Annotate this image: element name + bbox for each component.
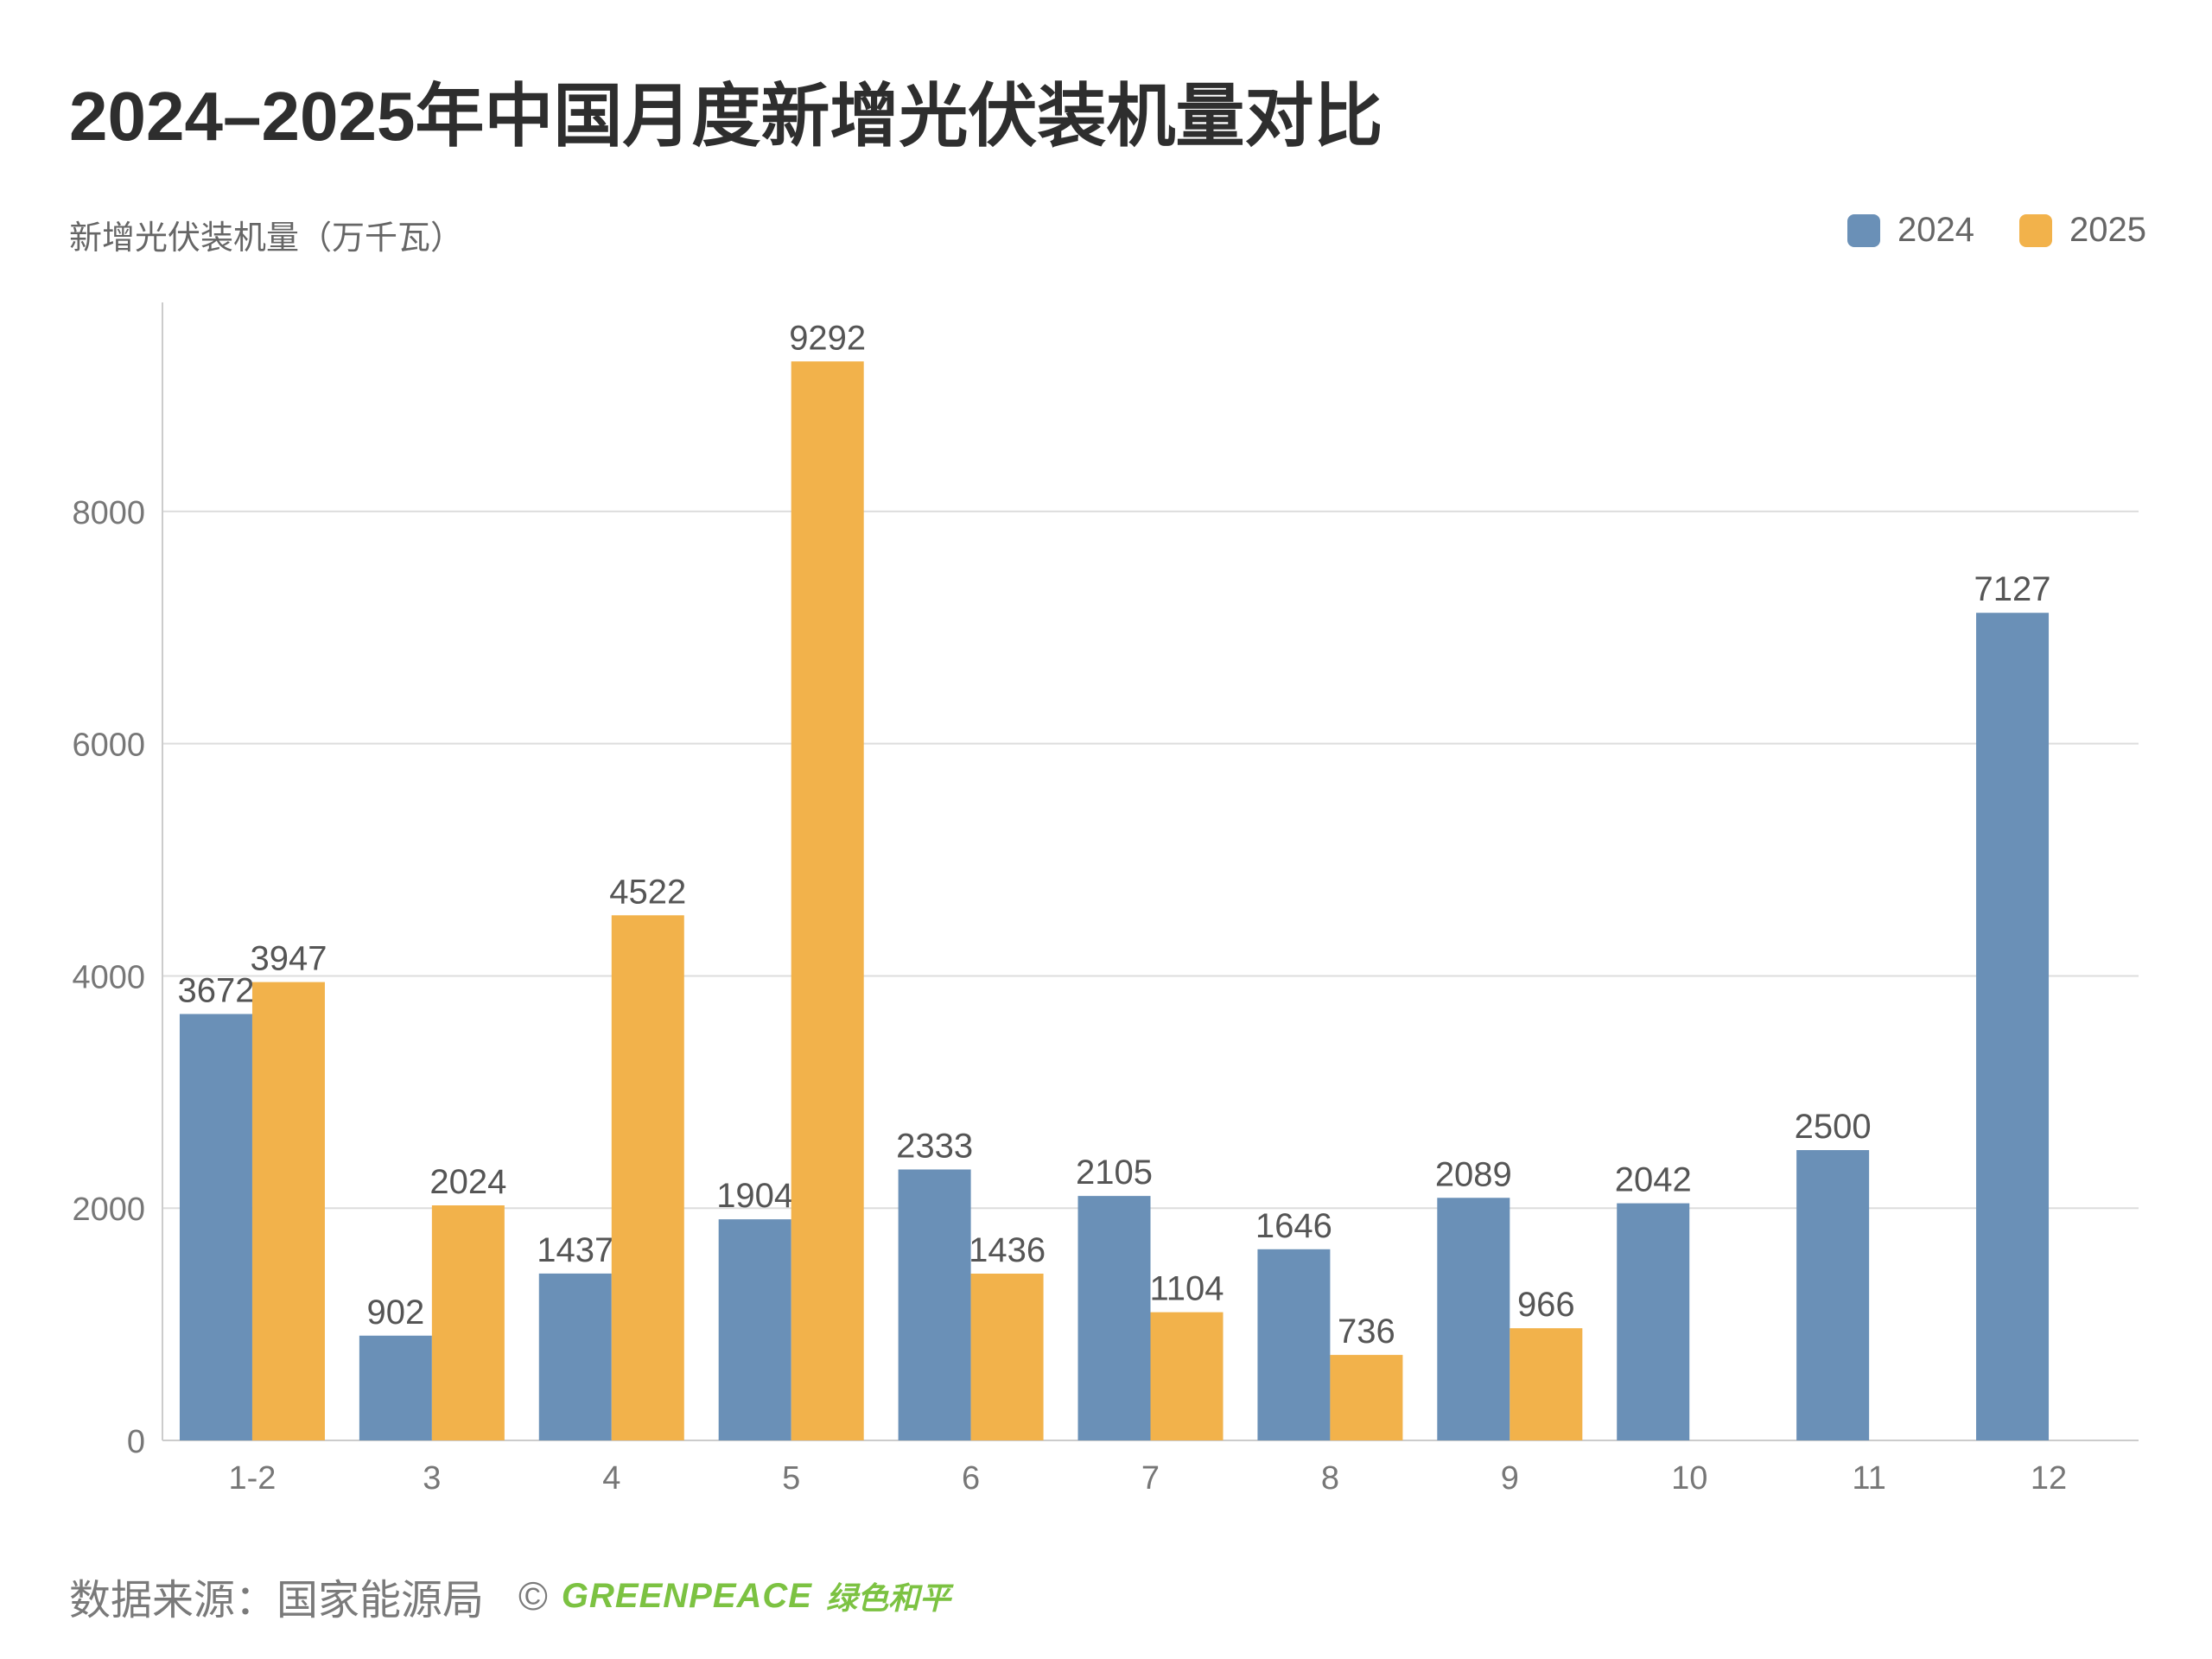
x-tick-label: 12 (2031, 1460, 2067, 1497)
legend: 2024 2025 (1847, 211, 2146, 250)
bar-2025 (791, 361, 864, 1440)
bar-2025 (251, 982, 325, 1440)
legend-label-2024: 2024 (1897, 211, 1975, 249)
x-tick-label: 7 (1141, 1460, 1160, 1497)
bar-2025 (611, 915, 684, 1440)
bar-2025 (970, 1274, 1044, 1440)
x-tick-label: 5 (782, 1460, 800, 1497)
x-tick-label: 10 (1671, 1460, 1707, 1497)
x-tick-label: 4 (602, 1460, 620, 1497)
data-label: 2042 (1615, 1161, 1692, 1199)
data-label: 1646 (1255, 1207, 1332, 1245)
legend-item-2025: 2025 (2019, 211, 2146, 250)
bar-2024 (1257, 1249, 1331, 1440)
x-tick-label: 1-2 (228, 1460, 276, 1497)
data-label: 7127 (1974, 570, 2051, 608)
data-label: 1904 (716, 1177, 793, 1215)
legend-swatch-2024 (1847, 213, 1881, 247)
x-tick-label: 3 (423, 1460, 441, 1497)
y-axis-label: 新增光伏装机量（万千瓦） (69, 220, 464, 257)
data-label: 966 (1517, 1286, 1575, 1324)
data-label: 9292 (789, 319, 866, 357)
y-tick-label: 6000 (72, 728, 145, 764)
x-tick-label: 9 (1501, 1460, 1519, 1497)
legend-label-2025: 2025 (2069, 211, 2146, 249)
bar-2024 (1796, 1150, 1870, 1440)
data-label: 902 (366, 1294, 424, 1332)
bar-2025 (1330, 1355, 1403, 1440)
data-label: 2089 (1435, 1155, 1512, 1193)
bar-2025 (1150, 1312, 1224, 1440)
data-label: 1436 (969, 1231, 1046, 1269)
legend-item-2024: 2024 (1847, 211, 1974, 250)
bar-2025 (1510, 1328, 1583, 1440)
y-tick-label: 8000 (72, 495, 145, 531)
bar-2024 (538, 1273, 612, 1440)
bar-2025 (431, 1205, 505, 1440)
x-tick-label: 6 (962, 1460, 980, 1497)
bar-2024 (359, 1335, 432, 1440)
data-label: 736 (1338, 1313, 1395, 1351)
x-tick-label: 8 (1321, 1460, 1339, 1497)
legend-swatch-2025 (2019, 213, 2053, 247)
x-tick-label: 11 (1852, 1460, 1885, 1497)
chart-title: 2024–2025年中国月度新增光伏装机量对比 (69, 78, 1383, 155)
brand-name-cn: 绿色和平 (825, 1580, 950, 1616)
data-source: 数据来源：国家能源局 (69, 1578, 485, 1624)
data-label: 3947 (250, 940, 327, 978)
data-label: 2105 (1076, 1154, 1153, 1192)
data-label: 1104 (1149, 1270, 1224, 1308)
data-label: 2333 (896, 1127, 973, 1165)
bar-2024 (1077, 1196, 1151, 1440)
bar-2024 (718, 1219, 791, 1440)
y-tick-label: 4000 (72, 959, 145, 995)
data-label: 2024 (429, 1163, 506, 1201)
bar-2024 (1617, 1203, 1690, 1440)
data-label: 2500 (1795, 1108, 1872, 1146)
data-label: 1437 (537, 1231, 613, 1269)
y-tick-label: 2000 (72, 1192, 145, 1228)
brand-name: GREENPEACE (561, 1576, 812, 1615)
bar-2024 (179, 1014, 252, 1440)
bar-2024 (1437, 1198, 1510, 1440)
copyright-icon: © (518, 1573, 548, 1618)
footer: 数据来源：国家能源局 © GREENPEACE 绿色和平 (69, 1566, 950, 1626)
data-label: 4522 (609, 873, 686, 911)
y-tick-label: 0 (127, 1424, 145, 1460)
bar-2024 (898, 1169, 971, 1440)
brand-logo: © GREENPEACE 绿色和平 (518, 1573, 950, 1619)
data-label: 3672 (177, 972, 254, 1010)
bar-2024 (1976, 613, 2050, 1440)
